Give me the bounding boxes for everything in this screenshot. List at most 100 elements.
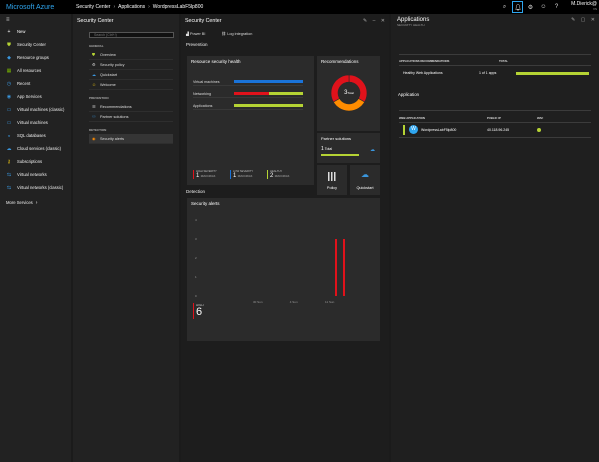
menu-item-overview[interactable]: ⛊ Overview [89, 50, 173, 60]
menu-item-security-alerts[interactable]: ◉ Security alerts [89, 134, 173, 144]
security-alerts-blade: Security Center ✎ – ✕ ▟ Power BI ⛓ Log i… [181, 14, 389, 462]
maximize-icon[interactable]: ▢ [580, 17, 586, 23]
nav-item-sql-databases[interactable]: ◒ SQL databases [0, 129, 71, 142]
nav-item-virtual-networks-classic[interactable]: ⇆ Virtual networks (classic) [0, 181, 71, 194]
blade-subtitle: SECURITY HEALTH [397, 23, 425, 27]
menu-item-recommendations[interactable]: ☰ Recommendations [89, 102, 173, 112]
severity-summary[interactable]: LOW SEVERITY 1 RESOURCES [230, 170, 253, 179]
nav-item-subscriptions[interactable]: ⚷ Subscriptions [0, 155, 71, 168]
table-header-waf: WAF [537, 116, 544, 120]
menu-item-quickstart[interactable]: ☁ Quickstart [89, 70, 173, 80]
nav-item-virtual-machines-classic[interactable]: ▭ Virtual machines (classic) [0, 103, 71, 116]
chevron-right-icon: › [113, 4, 116, 10]
policy-label: Policy [326, 186, 338, 190]
policy-icon: ⚙ [92, 62, 96, 67]
blade-title: Security Center [77, 18, 114, 24]
more-services-link[interactable]: More Services › [0, 196, 71, 209]
search-input[interactable]: Search (Ctrl+/) [89, 32, 174, 38]
row-public-ip: 40.118.96.245 [487, 128, 510, 132]
tile-title: Resource security health [191, 59, 241, 64]
health-row[interactable]: Virtual machines [193, 78, 303, 86]
gear-icon[interactable]: ⚙ [527, 4, 534, 11]
high-label: HIGH [196, 303, 204, 307]
nav-item-label: Recent [17, 81, 31, 86]
power-bi-button[interactable]: ▟ Power BI [186, 32, 206, 36]
menu-item-welcome[interactable]: ☺ Welcome [89, 80, 173, 90]
health-row-bar [234, 104, 303, 107]
brand-logo[interactable]: Microsoft Azure [6, 3, 55, 11]
policy-button[interactable]: Policy [317, 165, 347, 195]
health-row-label: Virtual machines [193, 79, 220, 84]
nav-item-virtual-networks[interactable]: ⇆ Virtual networks [0, 168, 71, 181]
breadcrumb-item-security-center[interactable]: Security Center [76, 4, 111, 10]
quickstart-button[interactable]: ☁ Quickstart [350, 165, 380, 195]
partner-bar [321, 154, 359, 156]
menu-item-label: Quickstart [100, 72, 118, 77]
menu-item-label: Welcome [100, 82, 116, 87]
wordpress-icon: W [409, 125, 418, 134]
high-value: 6 [196, 306, 203, 318]
help-icon[interactable]: ? [554, 4, 559, 10]
monitor-icon: ▭ [6, 119, 12, 126]
tile-title: Recommendations [321, 59, 359, 64]
top-toolbar: ⌕ ⚙ ☺ ? [498, 0, 563, 14]
health-row-bar [234, 92, 303, 95]
recommendations-tile[interactable]: Recommendations 3Total [317, 56, 380, 131]
cloud-icon: ☁ [6, 145, 12, 152]
donut-slice [333, 98, 365, 112]
partner-icon: ⚇ [92, 114, 96, 119]
nav-item-virtual-machines[interactable]: ▭ Virtual machines [0, 116, 71, 129]
summary-row-label[interactable]: Healthy Web Applications [403, 71, 443, 75]
user-account[interactable]: M.Dierick@ VS [565, 1, 599, 11]
donut-slice [330, 74, 350, 103]
resource-security-health-tile[interactable]: Resource security health Virtual machine… [187, 56, 314, 185]
partner-solutions-tile[interactable]: Partner solutions 1 Total ☁ [317, 133, 380, 163]
row-status-stripe [403, 125, 405, 135]
nav-item-app-services[interactable]: ◉ App Services [0, 90, 71, 103]
y-tick-label: 2 [195, 256, 197, 260]
hamburger-icon[interactable]: ≡ [6, 17, 10, 23]
security-alerts-tile[interactable]: Security alerts 4 3 2 1 0 30 Sun 4 Sun 11 Sun H… [187, 198, 380, 341]
user-subscription: VS [592, 7, 597, 11]
nav-item-recent[interactable]: ◷ Recent [0, 77, 71, 90]
detection-heading: Detection [186, 189, 206, 194]
tile-title: Partner solutions [321, 136, 352, 141]
log-integration-button[interactable]: ⛓ Log integration [221, 32, 253, 36]
pin-icon[interactable]: ✎ [363, 18, 368, 24]
health-bar-segment [234, 80, 303, 83]
applications-blade: Applications SECURITY HEALTH ✎ ▢ ✕ APPLI… [391, 14, 599, 462]
minimize-icon[interactable]: – [372, 18, 376, 24]
menu-item-label: Security policy [100, 62, 125, 67]
recommendations-total: 3 [344, 90, 348, 96]
health-row[interactable]: Networking [193, 90, 303, 98]
nav-item-cloud-services-classic[interactable]: ☁ Cloud services (classic) [0, 142, 71, 155]
severity-summary[interactable]: HEALTHY 2 RESOURCES [267, 170, 289, 179]
menu-item-security-policy[interactable]: ⚙ Security policy [89, 60, 173, 70]
nav-item-security-center[interactable]: ⛊ Security Center [0, 38, 71, 51]
left-nav: ≡ + New ⛊ Security Center ◆ Resource groups ▦ A… [0, 14, 71, 462]
severity-stripe [267, 170, 268, 179]
menu-item-partner-solutions[interactable]: ⚇ Partner solutions [89, 112, 173, 122]
search-icon[interactable]: ⌕ [502, 3, 507, 10]
close-icon[interactable]: ✕ [590, 17, 595, 23]
clock-icon: ◷ [6, 80, 12, 87]
table-row[interactable]: W WordpressLabF5lp800 40.118.96.245 [399, 124, 591, 137]
recommendations-total-label: Total [347, 91, 354, 95]
nav-item-all-resources[interactable]: ▦ All resources [0, 64, 71, 77]
breadcrumb-item-application[interactable]: WordpressLabF5lp800 [152, 4, 204, 10]
nav-item-new[interactable]: + New [0, 25, 71, 38]
y-tick-label: 0 [195, 294, 197, 298]
smiley-icon[interactable]: ☺ [540, 4, 547, 10]
severity-summary[interactable]: HIGH SEVERITY 1 RESOURCES [193, 170, 217, 179]
breadcrumb-item-applications[interactable]: Applications [118, 4, 146, 10]
health-row[interactable]: Applications [193, 102, 303, 110]
bell-icon[interactable] [511, 0, 524, 14]
nav-item-label: All resources [17, 68, 42, 73]
close-icon[interactable]: ✕ [380, 18, 385, 24]
nav-item-resource-groups[interactable]: ◆ Resource groups [0, 51, 71, 64]
database-icon: ◒ [7, 132, 11, 139]
nav-item-label: Virtual networks [17, 172, 47, 177]
nav-item-label: Virtual networks (classic) [17, 185, 64, 190]
waf-status-dot [537, 128, 541, 132]
pin-icon[interactable]: ✎ [571, 17, 576, 23]
